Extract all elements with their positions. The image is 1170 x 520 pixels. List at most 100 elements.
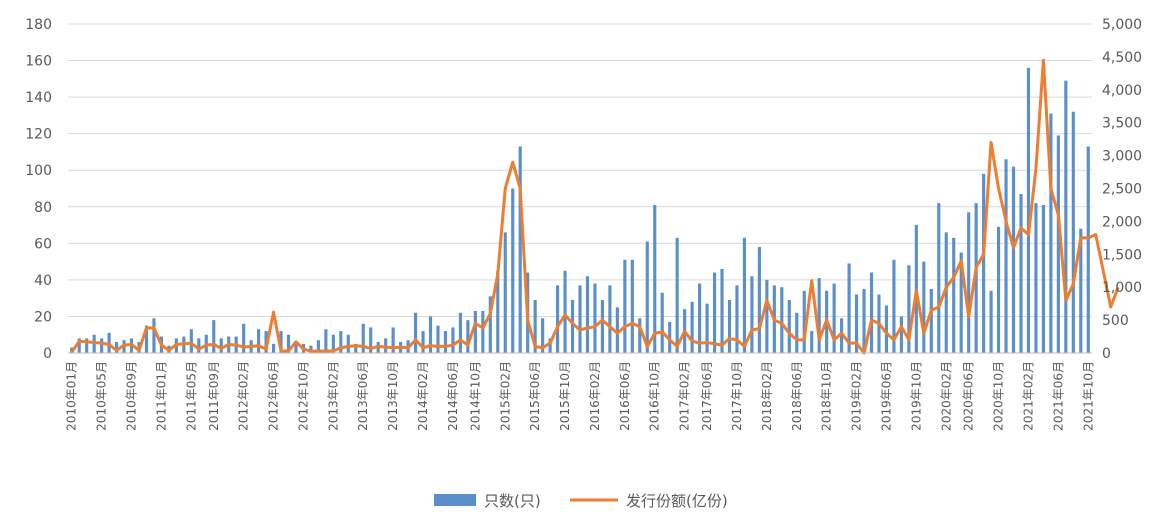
y-left-tick-label: 40: [34, 273, 52, 289]
bar: [197, 338, 201, 353]
bar: [795, 312, 799, 353]
x-tick-label: 2018年10月: [820, 361, 834, 431]
bar: [212, 320, 216, 353]
y-right-tick-label: 4,000: [1102, 83, 1142, 99]
bar: [511, 188, 515, 353]
legend-swatch-bars: [434, 494, 476, 506]
y-right-tick-label: 2,500: [1102, 182, 1142, 198]
bar: [847, 263, 851, 353]
bar: [645, 241, 649, 353]
bar: [959, 252, 963, 353]
bar: [496, 270, 500, 353]
bar: [892, 259, 896, 353]
bar: [556, 285, 560, 353]
x-tick-label: 2020年06月: [962, 361, 976, 431]
bar: [757, 246, 761, 353]
line-path: [70, 58, 1120, 355]
y-right-tick-label: 3,500: [1102, 116, 1142, 132]
bar: [989, 290, 993, 353]
x-tick-label: 2017年10月: [730, 361, 744, 431]
bar: [967, 212, 971, 353]
legend-label-line: 发行份额(亿份): [626, 492, 728, 510]
bar: [458, 312, 462, 353]
x-tick-label: 2015年06月: [528, 361, 542, 431]
bar: [1049, 113, 1053, 353]
bar: [144, 325, 149, 353]
x-tick-label: 2016年02月: [588, 361, 602, 431]
bar: [712, 272, 717, 353]
bar: [899, 316, 903, 353]
bar: [1056, 135, 1060, 353]
y-right-tick-label: 1,000: [1102, 280, 1142, 296]
bar: [279, 331, 283, 353]
x-tick-label: 2019年06月: [879, 361, 893, 431]
bar: [361, 323, 365, 353]
bar: [585, 276, 590, 353]
bar: [85, 338, 89, 353]
bar: [832, 283, 836, 353]
bar: [1041, 204, 1045, 353]
x-tick-label: 2018年02月: [760, 361, 774, 431]
x-tick-label: 2012年02月: [237, 361, 251, 431]
bar: [413, 312, 418, 353]
bar: [346, 334, 350, 353]
bar: [242, 323, 246, 353]
x-tick-label: 2020年10月: [992, 361, 1006, 431]
y-left-tick-label: 60: [34, 236, 52, 252]
bar: [638, 318, 642, 353]
x-tick-label: 2011年01月: [154, 361, 168, 431]
x-tick-label: 2011年05月: [184, 361, 198, 431]
bar: [593, 283, 597, 353]
x-tick-label: 2017年02月: [678, 361, 692, 431]
bar: [1064, 80, 1068, 354]
bar: [1079, 228, 1083, 353]
bar: [922, 261, 926, 353]
bar: [518, 146, 522, 353]
bar: [1034, 203, 1038, 353]
bar: [115, 342, 119, 353]
bar: [1019, 193, 1023, 353]
bar: [698, 283, 702, 353]
bar: [810, 331, 814, 353]
bar: [428, 316, 433, 353]
bar: [862, 289, 866, 353]
bar: [690, 301, 694, 353]
bar: [727, 299, 732, 353]
bar: [705, 303, 709, 353]
bar: [354, 343, 358, 353]
y-left-tick-label: 0: [43, 346, 52, 362]
x-tick-label: 2017年06月: [700, 361, 714, 431]
bar: [944, 232, 948, 353]
x-tick-label: 2011年09月: [207, 361, 221, 431]
x-tick-label: 2014年06月: [446, 361, 460, 431]
bar: [152, 318, 156, 353]
bar: [77, 338, 81, 353]
x-tick-label: 2010年09月: [125, 361, 139, 431]
x-tick-label: 2018年06月: [790, 361, 804, 431]
bar: [443, 331, 448, 353]
bar: [1004, 159, 1008, 353]
bar: [750, 276, 754, 353]
x-tick-label: 2021年06月: [1051, 361, 1065, 431]
bar: [929, 289, 933, 353]
bar: [742, 237, 747, 353]
bar: [369, 327, 373, 353]
x-tick-label: 2010年05月: [95, 361, 109, 431]
grid-lines: [68, 23, 1092, 354]
bar: [548, 338, 552, 353]
bar: [735, 285, 739, 353]
x-tick-label: 2013年06月: [356, 361, 370, 431]
bar: [488, 296, 492, 353]
y-left-tick-label: 140: [25, 90, 52, 106]
bar: [608, 285, 612, 353]
y-right-tick-label: 3,000: [1102, 149, 1142, 165]
bar: [869, 272, 874, 353]
bar: [1086, 146, 1090, 353]
bar: [331, 334, 335, 353]
bar: [473, 310, 477, 353]
bar: [466, 320, 470, 353]
x-tick-label: 2015年10月: [558, 361, 572, 431]
y-left-tick-label: 20: [34, 309, 52, 325]
bar: [503, 232, 507, 353]
bar: [257, 329, 261, 353]
